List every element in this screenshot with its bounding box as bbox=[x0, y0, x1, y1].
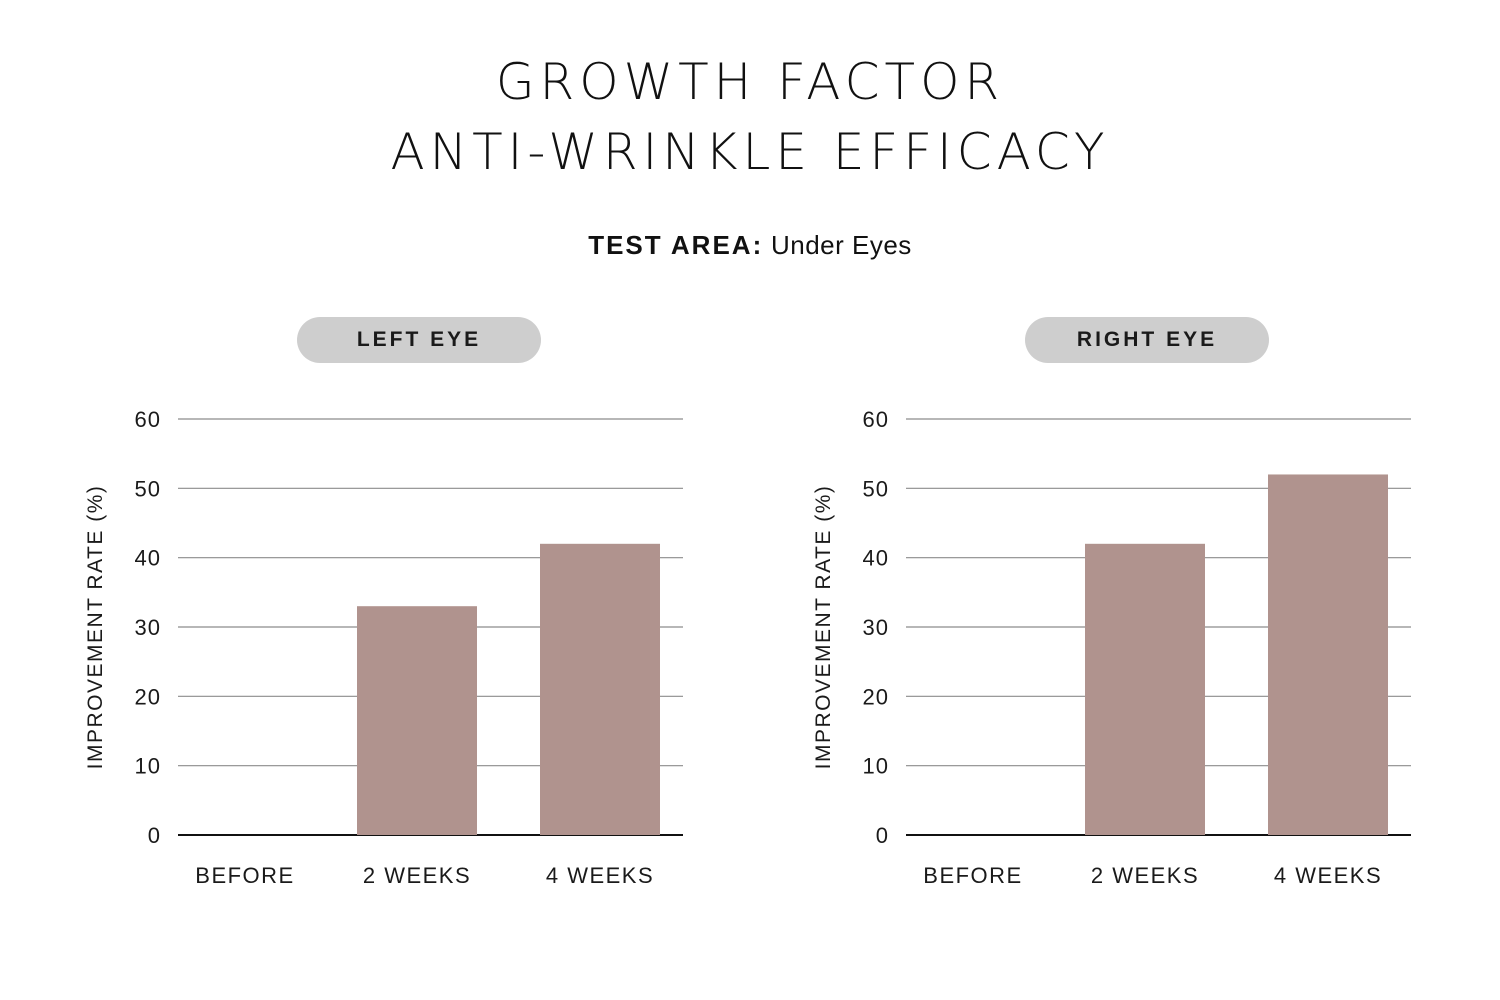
left-y-tick-label: 10 bbox=[135, 754, 161, 779]
right-x-category-label: 4 WEEKS bbox=[1274, 863, 1382, 888]
right-y-axis-label: IMPROVEMENT RATE (%) bbox=[812, 485, 835, 770]
left-x-category-label: 2 WEEKS bbox=[363, 863, 471, 888]
right-eye-chart: 0 10 20 30 40 50 60 IMPROVEMENT RATE (%) BEFORE 2… bbox=[812, 407, 1411, 888]
left-bar-4-weeks bbox=[540, 543, 660, 835]
left-eye-pill: LEFT EYE bbox=[297, 317, 541, 363]
left-y-tick-label: 0 bbox=[148, 823, 161, 848]
page-title-line-1: GROWTH FACTOR bbox=[495, 53, 1005, 111]
right-y-tick-label: 0 bbox=[876, 823, 889, 848]
left-y-tick-label: 40 bbox=[135, 546, 161, 571]
right-y-tick-label: 20 bbox=[863, 684, 889, 709]
left-y-tick-label: 30 bbox=[135, 615, 161, 640]
test-area-label: TEST AREA: bbox=[588, 230, 764, 260]
left-x-category-label: 4 WEEKS bbox=[546, 863, 654, 888]
test-area: TEST AREA: Under Eyes bbox=[0, 228, 1500, 262]
test-area-value: Under Eyes bbox=[770, 230, 912, 260]
left-x-category-label: BEFORE bbox=[195, 863, 294, 888]
left-y-tick-label: 20 bbox=[135, 684, 161, 709]
page-title-line-2: ANTI-WRINKLE EFFICACY bbox=[390, 123, 1110, 181]
right-x-category-label: 2 WEEKS bbox=[1091, 863, 1199, 888]
right-bar-2-weeks bbox=[1085, 543, 1205, 835]
right-y-tick-label: 40 bbox=[863, 546, 889, 571]
right-eye-pill: RIGHT EYE bbox=[1025, 317, 1269, 363]
right-y-tick-label: 30 bbox=[863, 615, 889, 640]
left-y-tick-label: 50 bbox=[135, 476, 161, 501]
right-y-tick-label: 50 bbox=[863, 476, 889, 501]
right-y-tick-label: 60 bbox=[863, 407, 889, 432]
left-bar-2-weeks bbox=[357, 606, 477, 835]
left-eye-chart: 0 10 20 30 40 50 60 IMPROVEMENT RATE (%) BEFORE 2… bbox=[84, 407, 683, 888]
left-y-tick-label: 60 bbox=[135, 407, 161, 432]
right-y-tick-label: 10 bbox=[863, 754, 889, 779]
right-x-category-label: BEFORE bbox=[923, 863, 1022, 888]
left-y-axis-label: IMPROVEMENT RATE (%) bbox=[84, 485, 107, 770]
right-bar-4-weeks bbox=[1268, 474, 1388, 835]
